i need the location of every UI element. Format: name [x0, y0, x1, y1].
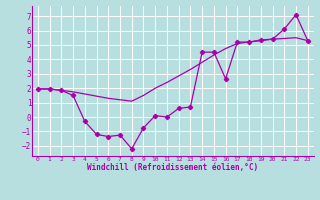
- X-axis label: Windchill (Refroidissement éolien,°C): Windchill (Refroidissement éolien,°C): [87, 163, 258, 172]
